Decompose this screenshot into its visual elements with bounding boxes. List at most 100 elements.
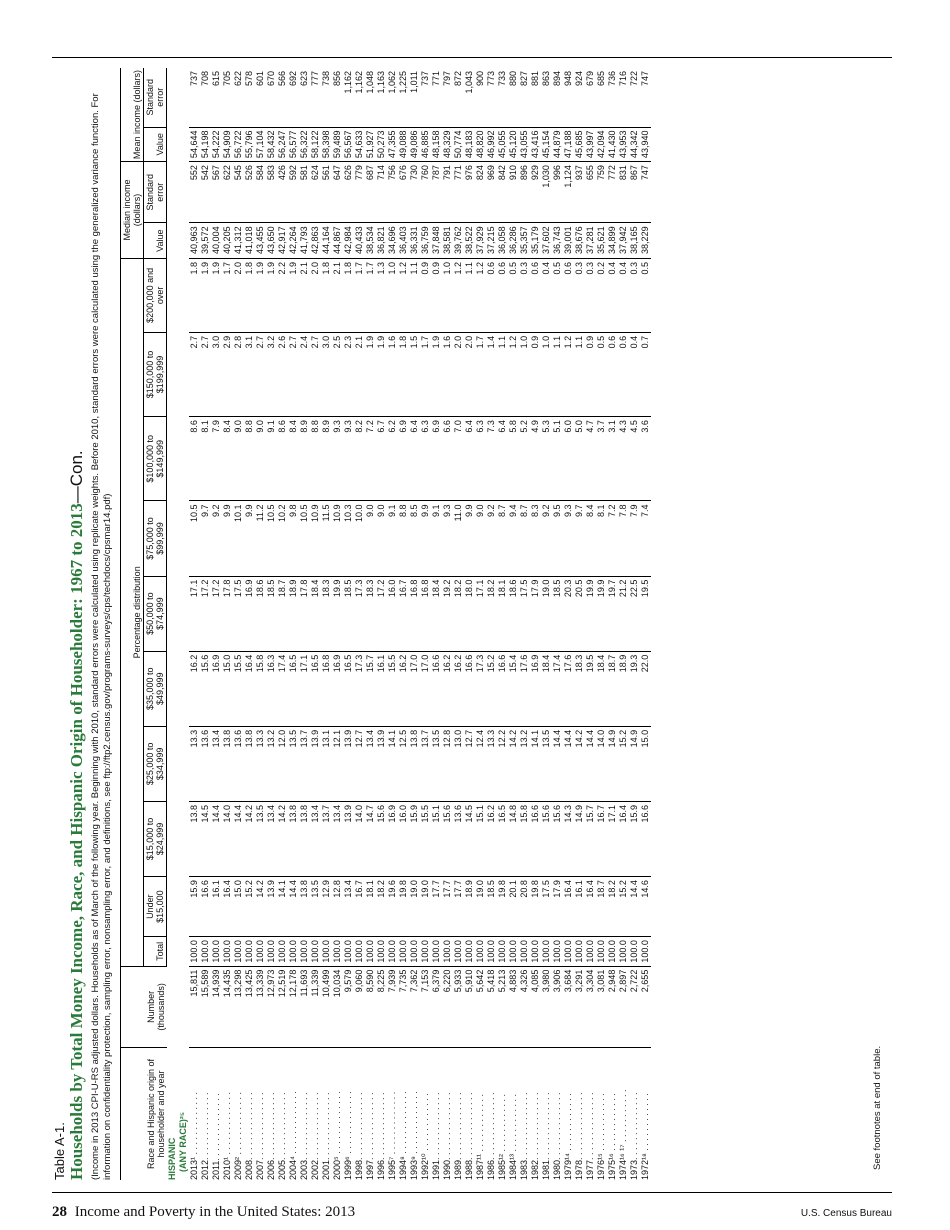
cell-35000-49999: 16.5 [310, 651, 321, 727]
page-footer-left: 28 Income and Poverty in the United Stat… [52, 1204, 355, 1221]
cell-50000-74999: 21.2 [618, 576, 629, 652]
section-hispanic: HISPANIC [167, 1137, 177, 1180]
cell-75000-99999: 9.1 [431, 500, 442, 577]
cell-15000-24999: 16.5 [497, 801, 508, 877]
table-row: 2009² . . . . . . . . . . . . . 13,298 100… [233, 68, 244, 1180]
cell-50000-74999: 18.2 [486, 576, 497, 652]
cell-total: 100.0 [255, 936, 266, 967]
table-row: 2003. . . . . . . . . . . . . . 11,693 100… [299, 68, 310, 1180]
cell-25000-34999: 14.4 [552, 726, 563, 802]
cell-100000-149999: 8.8 [244, 416, 255, 501]
cell-100000-149999: 8.1 [200, 416, 211, 501]
cell-median-value: 42,863 [310, 222, 321, 259]
cell-mean-value: 46,992 [486, 127, 497, 162]
cell-15000-24999: 14.7 [365, 801, 376, 877]
cell-year: 1999⁶ . . . . . . . . . . . . . [343, 1091, 353, 1180]
cell-median-se: 730 [409, 161, 420, 223]
cell-100000-149999: 8.8 [310, 416, 321, 501]
cell-200000-and-over: 1.3 [376, 258, 387, 333]
header-under-15000: Under $15,000 [143, 876, 167, 937]
cell-year: 2013¹ . . . . . . . . . . . . . [189, 1091, 199, 1180]
cell-number: 7,153 [420, 966, 431, 1048]
cell-year: 1972¹⁸ . . . . . . . . . . . . [640, 1093, 650, 1180]
cell-median-se: 545 [233, 161, 244, 223]
cell-year: 2002. . . . . . . . . . . . . . [310, 1092, 320, 1180]
cell-15000-24999: 17.1 [607, 801, 618, 877]
cell-under-15000: 19.0 [409, 876, 420, 937]
cell-under-15000: 16.1 [574, 876, 585, 937]
cell-75000-99999: 9.3 [563, 500, 574, 577]
table-row: 1992¹⁰ . . . . . . . . . . . . 7,153 100.0… [420, 68, 431, 1180]
cell-75000-99999: 10.5 [189, 500, 200, 577]
cell-100000-149999: 7.2 [365, 416, 376, 501]
cell-mean-value: 47,355 [387, 127, 398, 162]
cell-year: 1998. . . . . . . . . . . . . . [354, 1092, 364, 1180]
cell-150000-199999: 2.8 [233, 332, 244, 417]
cell-100000-149999: 9.0 [233, 416, 244, 501]
cell-year: 2010¹ . . . . . . . . . . . . . [222, 1091, 232, 1180]
cell-150000-199999: 1.8 [398, 332, 409, 417]
table-label: Table A-1. [52, 1122, 67, 1180]
cell-total: 100.0 [200, 936, 211, 967]
cell-75000-99999: 9.9 [464, 500, 475, 577]
cell-100000-149999: 5.0 [574, 416, 585, 501]
cell-50000-74999: 17.8 [222, 576, 233, 652]
header-200000-and-over: $200,000 and over [143, 258, 167, 333]
cell-mean-value: 50,273 [376, 127, 387, 162]
table-row: 2008. . . . . . . . . . . . . . 13,425 100… [244, 68, 255, 1180]
cell-15000-24999: 15.7 [585, 801, 596, 877]
cell-total: 100.0 [222, 936, 233, 967]
cell-25000-34999: 13.5 [288, 726, 299, 802]
cell-total: 100.0 [541, 936, 552, 967]
cell-mean-value: 56,722 [233, 127, 244, 162]
cell-year: 1992¹⁰ . . . . . . . . . . . . [420, 1093, 430, 1180]
table-row: 1988. . . . . . . . . . . . . . 5,910 100.… [464, 68, 475, 1180]
cell-25000-34999: 12.1 [332, 726, 343, 802]
cell-150000-199999: 1.7 [475, 332, 486, 417]
cell-100000-149999: 6.4 [464, 416, 475, 501]
cell-50000-74999: 17.5 [233, 576, 244, 652]
cell-number: 15,589 [200, 966, 211, 1048]
cell-median-se: 824 [475, 161, 486, 223]
cell-100000-149999: 9.3 [343, 416, 354, 501]
cell-number: 3,291 [574, 966, 585, 1048]
cell-200000-and-over: 0.9 [420, 258, 431, 333]
cell-75000-99999: 8.7 [519, 500, 530, 577]
cell-total: 100.0 [431, 936, 442, 967]
cell-total: 100.0 [497, 936, 508, 967]
cell-mean-se: 738 [321, 68, 332, 128]
cell-15000-24999: 16.2 [486, 801, 497, 877]
cell-35000-49999: 16.2 [442, 651, 453, 727]
cell-total: 100.0 [530, 936, 541, 967]
cell-150000-199999: 1.5 [409, 332, 420, 417]
table-title: Households by Total Money Income, Race, … [67, 450, 87, 1180]
cell-number: 6,379 [431, 966, 442, 1048]
cell-mean-se: 1,163 [376, 68, 387, 128]
cell-25000-34999: 14.4 [563, 726, 574, 802]
cell-under-15000: 16.1 [211, 876, 222, 937]
table-row: 1997. . . . . . . . . . . . . . 8,590 100.… [365, 68, 376, 1180]
cell-75000-99999: 9.7 [200, 500, 211, 577]
cell-200000-and-over: 1.9 [255, 258, 266, 333]
cell-under-15000: 15.9 [189, 876, 200, 937]
cell-total: 100.0 [420, 936, 431, 967]
cell-median-value: 38,676 [574, 222, 585, 259]
cell-median-value: 36,331 [409, 222, 420, 259]
cell-25000-34999: 12.2 [497, 726, 508, 802]
cell-total: 100.0 [640, 936, 651, 967]
cell-100000-149999: 6.2 [387, 416, 398, 501]
cell-number: 12,519 [277, 966, 288, 1048]
cell-under-15000: 19.6 [387, 876, 398, 937]
cell-median-value: 44,867 [332, 222, 343, 259]
cell-median-value: 43,650 [266, 222, 277, 259]
cell-150000-199999: 1.9 [376, 332, 387, 417]
cell-15000-24999: 15.1 [475, 801, 486, 877]
cell-under-15000: 13.5 [310, 876, 321, 937]
cell-number: 4,326 [519, 966, 530, 1048]
cell-15000-24999: 13.8 [299, 801, 310, 877]
cell-35000-49999: 19.5 [585, 651, 596, 727]
cell-50000-74999: 17.2 [211, 576, 222, 652]
cell-under-15000: 18.2 [376, 876, 387, 937]
cell-median-se: 779 [354, 161, 365, 223]
cell-under-15000: 17.5 [541, 876, 552, 937]
